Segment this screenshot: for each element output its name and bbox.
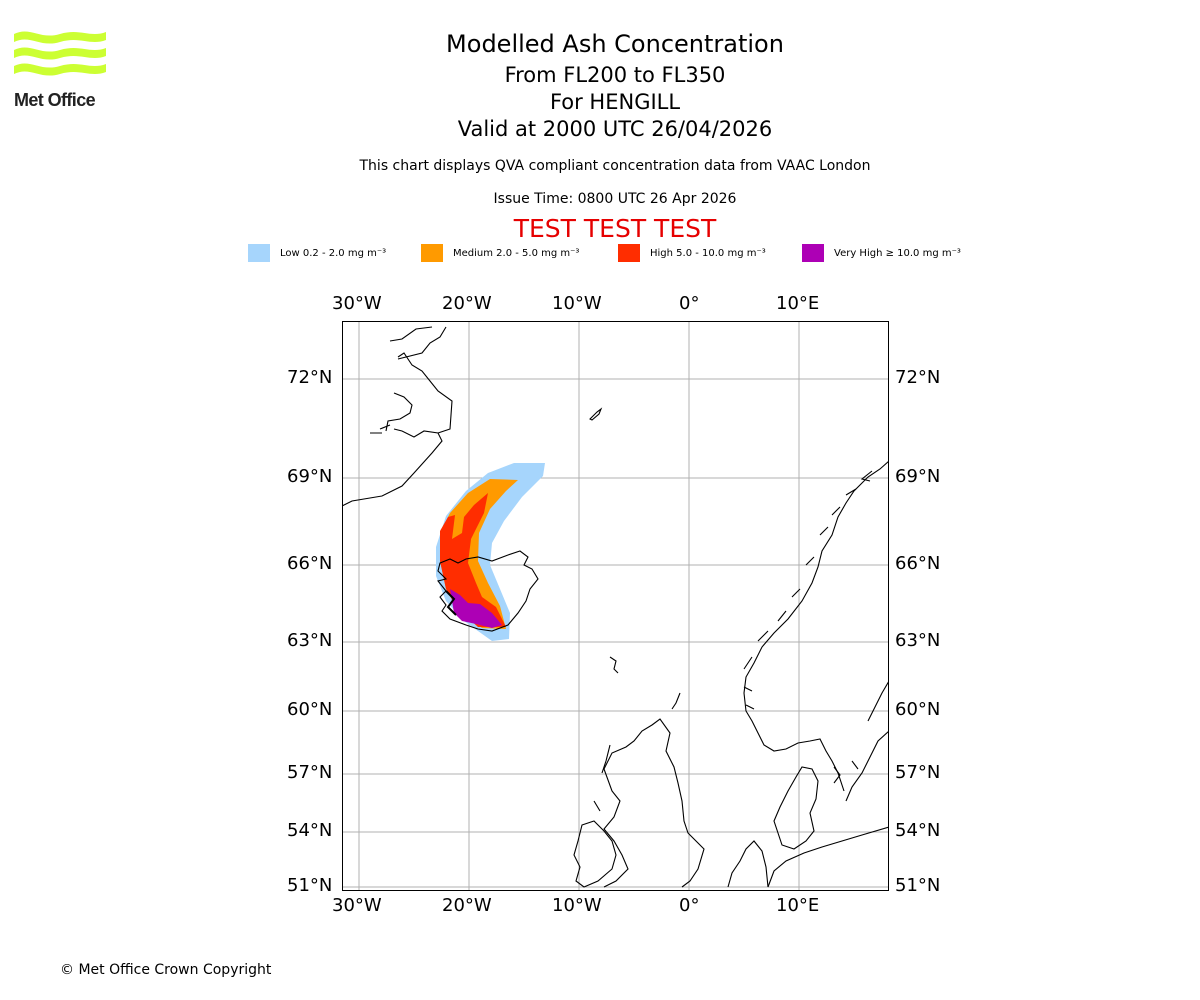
lat-label-left: 60°N bbox=[287, 699, 333, 720]
lat-label-right: 72°N bbox=[895, 367, 941, 388]
legend-item-very-high: Very High ≥ 10.0 mg m⁻³ bbox=[802, 244, 961, 262]
lat-label-left: 54°N bbox=[287, 820, 333, 841]
ash-very-high-region bbox=[450, 589, 502, 628]
lon-label-top: 0° bbox=[679, 293, 700, 314]
flight-level-range: From FL200 to FL350 bbox=[504, 63, 726, 87]
lat-label-right: 54°N bbox=[895, 820, 941, 841]
met-office-waves-logo-icon bbox=[14, 31, 106, 76]
lat-label-left: 57°N bbox=[287, 762, 333, 783]
legend-swatch-very-high bbox=[802, 244, 824, 262]
coastline-denmark bbox=[773, 766, 819, 850]
lat-label-left: 69°N bbox=[287, 466, 333, 487]
coastline-great-britain bbox=[603, 718, 705, 888]
map-gridlines bbox=[342, 321, 889, 891]
lat-label-right: 66°N bbox=[895, 553, 941, 574]
legend-item-low: Low 0.2 - 2.0 mg m⁻³ bbox=[248, 244, 386, 262]
coastline-shetland bbox=[671, 692, 681, 710]
lat-label-left: 51°N bbox=[287, 875, 333, 896]
lon-label-bottom: 30°W bbox=[332, 895, 382, 916]
chart-title: Modelled Ash Concentration bbox=[446, 30, 784, 58]
lat-label-left: 66°N bbox=[287, 553, 333, 574]
legend-swatch-medium bbox=[421, 244, 443, 262]
coastline-faroe bbox=[609, 656, 619, 674]
legend-swatch-low bbox=[248, 244, 270, 262]
legend-label-medium: Medium 2.0 - 5.0 mg m⁻³ bbox=[453, 247, 580, 259]
chart-description: This chart displays QVA compliant concen… bbox=[359, 158, 871, 174]
met-office-wordmark: Met Office bbox=[14, 90, 96, 110]
ash-plume bbox=[436, 463, 545, 641]
map-frame bbox=[342, 321, 889, 891]
lat-label-left: 63°N bbox=[287, 630, 333, 651]
test-banner: TEST TEST TEST bbox=[513, 214, 717, 243]
lon-label-bottom: 20°W bbox=[442, 895, 492, 916]
coastline-sweden bbox=[845, 680, 889, 802]
lon-label-bottom: 0° bbox=[679, 895, 700, 916]
coastline-jan-mayen bbox=[589, 407, 603, 421]
copyright-notice: © Met Office Crown Copyright bbox=[60, 962, 272, 978]
lon-label-bottom: 10°E bbox=[776, 895, 820, 916]
coastline-hebrides bbox=[593, 744, 611, 812]
legend-label-low: Low 0.2 - 2.0 mg m⁻³ bbox=[280, 247, 387, 259]
legend-label-high: High 5.0 - 10.0 mg m⁻³ bbox=[650, 247, 766, 259]
coastline-greenland bbox=[342, 326, 453, 507]
legend-label-very-high: Very High ≥ 10.0 mg m⁻³ bbox=[834, 247, 961, 259]
volcano-name: For HENGILL bbox=[549, 90, 681, 114]
lon-label-top: 10°E bbox=[776, 293, 820, 314]
coastline-sweden-lakes bbox=[833, 760, 859, 784]
ash-concentration-map bbox=[342, 321, 889, 891]
coastline-germany bbox=[767, 826, 889, 888]
issue-time: Issue Time: 0800 UTC 26 Apr 2026 bbox=[493, 191, 737, 207]
lat-label-right: 60°N bbox=[895, 699, 941, 720]
legend-item-medium: Medium 2.0 - 5.0 mg m⁻³ bbox=[421, 244, 579, 262]
lon-label-bottom: 10°W bbox=[552, 895, 602, 916]
coastlines bbox=[342, 326, 889, 888]
coastline-norway-fjords bbox=[743, 470, 873, 710]
coastline-ireland bbox=[573, 820, 617, 888]
lat-label-left: 72°N bbox=[287, 367, 333, 388]
coastline-norway bbox=[743, 460, 889, 792]
lat-label-right: 63°N bbox=[895, 630, 941, 651]
legend-swatch-high bbox=[618, 244, 640, 262]
valid-time: Valid at 2000 UTC 26/04/2026 bbox=[457, 117, 773, 141]
coastline-iceland-west bbox=[445, 590, 457, 616]
lat-label-right: 69°N bbox=[895, 466, 941, 487]
lat-label-right: 51°N bbox=[895, 875, 941, 896]
lon-label-top: 20°W bbox=[442, 293, 492, 314]
coastline-iceland bbox=[437, 550, 539, 632]
legend-item-high: High 5.0 - 10.0 mg m⁻³ bbox=[618, 244, 766, 262]
coastline-benelux bbox=[727, 840, 769, 888]
lon-label-top: 30°W bbox=[332, 293, 382, 314]
lat-label-right: 57°N bbox=[895, 762, 941, 783]
lon-label-top: 10°W bbox=[552, 293, 602, 314]
